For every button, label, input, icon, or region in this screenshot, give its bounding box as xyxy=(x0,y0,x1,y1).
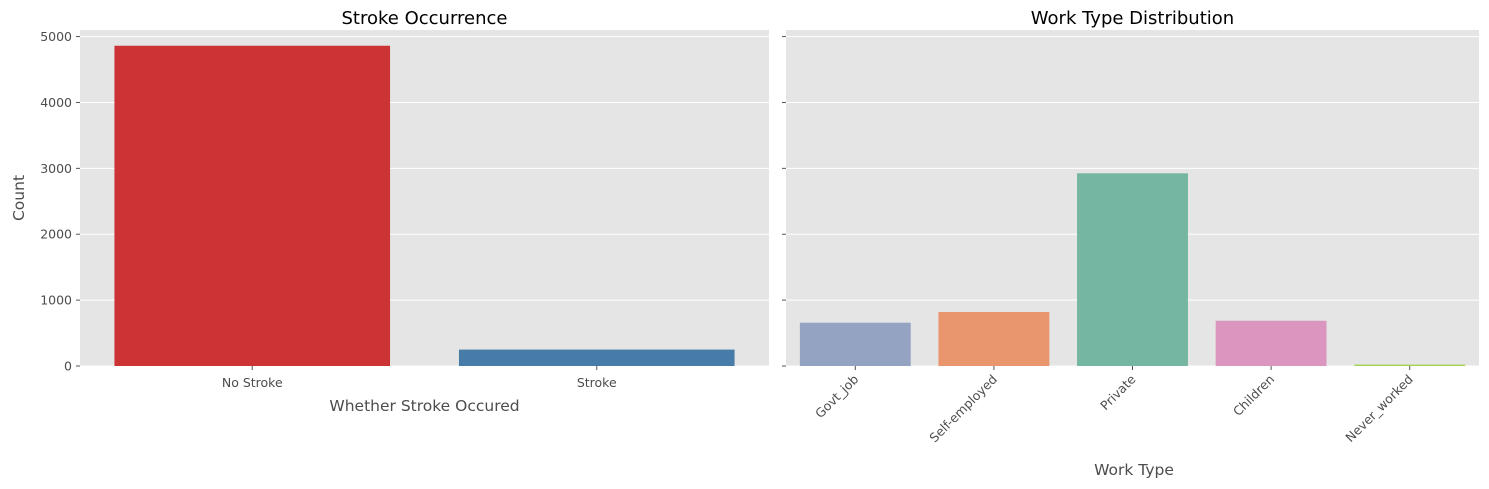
chart-title: Stroke Occurrence xyxy=(342,8,508,29)
bars xyxy=(799,173,1466,366)
y-tick-label: 3000 xyxy=(40,161,72,176)
y-tick-label: 4000 xyxy=(40,95,72,110)
bar-never-worked xyxy=(1354,364,1466,366)
y-tick-label: 0 xyxy=(64,359,72,374)
x-tick-label: Never_worked xyxy=(1342,372,1416,446)
chart-title: Work Type Distribution xyxy=(1031,8,1234,29)
bar-govt-job xyxy=(799,322,911,366)
x-tick-label: Self-employed xyxy=(926,372,1000,446)
bar-no-stroke xyxy=(114,45,391,367)
x-tick-label: No Stroke xyxy=(222,375,283,390)
bars xyxy=(114,45,735,367)
y-tick-label: 5000 xyxy=(40,29,72,44)
bar-private xyxy=(1077,173,1188,366)
x-tick-label: Stroke xyxy=(577,375,617,390)
y-tick-label: 1000 xyxy=(40,293,72,308)
x-axis-label: Work Type xyxy=(1094,461,1174,479)
x-axis-label: Whether Stroke Occured xyxy=(329,397,519,415)
bar-self-employed xyxy=(938,312,1050,366)
x-tick-labels: No Stroke Stroke xyxy=(222,366,617,390)
bar-children xyxy=(1215,320,1327,366)
stroke-occurrence-chart: 0 1000 2000 3000 4000 5000 No Stroke Stroke St… xyxy=(10,8,769,415)
y-tick-marks xyxy=(782,36,786,367)
y-tick-labels: 0 1000 2000 3000 4000 5000 xyxy=(40,29,80,374)
x-tick-label: Children xyxy=(1230,372,1277,419)
y-axis-label: Count xyxy=(10,175,28,221)
x-tick-label: Private xyxy=(1097,371,1139,413)
x-tick-labels: Govt_job Self-employed Private Children Neve… xyxy=(812,366,1416,445)
work-type-distribution-chart: Govt_job Self-employed Private Children Neve… xyxy=(782,8,1479,479)
y-tick-label: 2000 xyxy=(40,227,72,242)
x-tick-label: Govt_job xyxy=(812,371,861,420)
bar-stroke xyxy=(458,349,735,366)
